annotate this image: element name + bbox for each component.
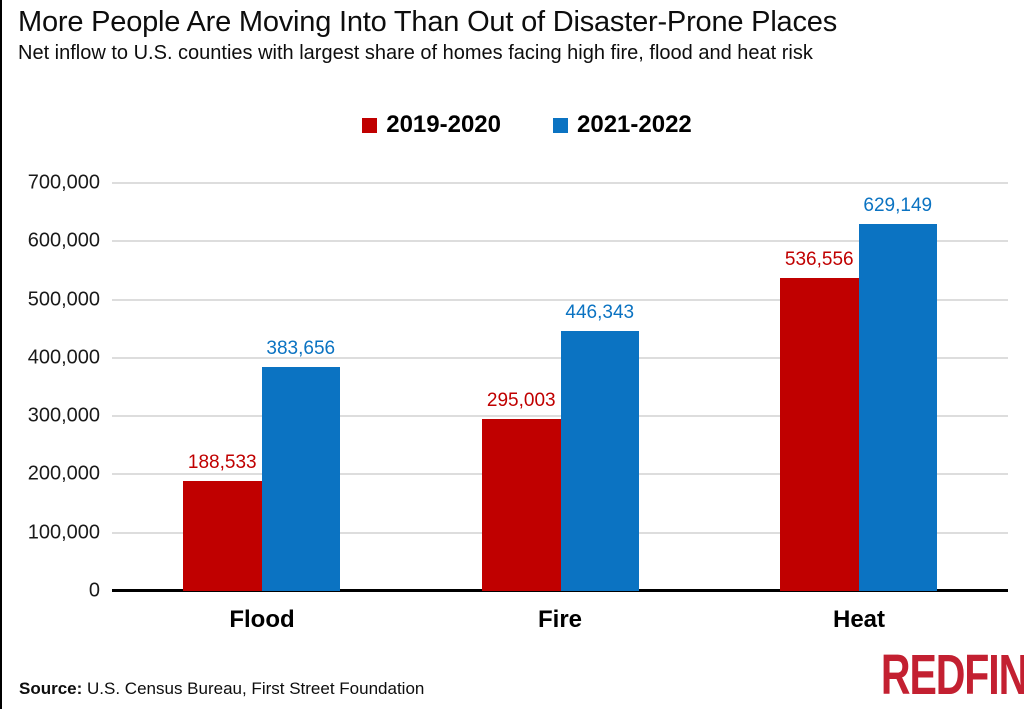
gridline bbox=[112, 356, 1008, 359]
bar-flood-2021-2022: 383,656 bbox=[261, 338, 340, 591]
bar-group-heat: 536,556 629,149 bbox=[780, 183, 937, 591]
legend-item-2019-2020: 2019-2020 bbox=[362, 111, 501, 139]
gridline bbox=[112, 240, 1008, 243]
y-tick-label: 100,000 bbox=[27, 521, 100, 544]
x-axis-label-fire: Fire bbox=[537, 606, 582, 633]
bar-value-label: 536,556 bbox=[784, 249, 854, 271]
legend-swatch-red-icon bbox=[362, 117, 378, 133]
y-tick-label: 0 bbox=[88, 579, 100, 602]
x-axis-label-heat: Heat bbox=[832, 606, 886, 633]
legend-swatch-blue-icon bbox=[553, 117, 568, 133]
legend-label: 2019-2020 bbox=[386, 111, 501, 138]
bar-fire-2019-2020: 295,003 bbox=[482, 390, 561, 591]
bar-heat-2021-2022: 629,149 bbox=[858, 195, 937, 591]
bar-value-label: 629,149 bbox=[863, 195, 933, 217]
source-text: U.S. Census Bureau, First Street Foundat… bbox=[82, 679, 425, 698]
bar-value-label: 188,533 bbox=[187, 452, 257, 474]
bar-value-label: 383,656 bbox=[266, 338, 336, 360]
bar-value-label: 446,343 bbox=[565, 301, 635, 323]
gridline bbox=[112, 298, 1008, 301]
page-title: More People Are Moving Into Than Out of … bbox=[18, 6, 838, 38]
redfin-logo: REDFIN bbox=[880, 643, 1024, 707]
y-tick-label: 300,000 bbox=[27, 404, 100, 427]
y-tick-label: 400,000 bbox=[27, 346, 100, 369]
y-axis-labels: 700,000 600,000 500,000 400,000 300,000 … bbox=[2, 172, 100, 602]
legend-label: 2021-2022 bbox=[577, 111, 692, 138]
legend-item-2021-2022: 2021-2022 bbox=[553, 111, 692, 139]
y-tick-label: 700,000 bbox=[27, 171, 100, 194]
bar-fire-2021-2022: 446,343 bbox=[560, 302, 639, 591]
page-subtitle: Net inflow to U.S. counties with largest… bbox=[18, 42, 813, 64]
bar-group-fire: 295,003 446,343 bbox=[482, 183, 639, 591]
y-tick-label: 500,000 bbox=[27, 288, 100, 311]
bar-heat-2019-2020: 536,556 bbox=[780, 249, 859, 591]
bar-group-flood: 188,533 383,656 bbox=[183, 183, 340, 591]
bar-flood-2019-2020: 188,533 bbox=[183, 452, 262, 591]
bar-value-label: 295,003 bbox=[486, 390, 556, 412]
source-label: Source: bbox=[19, 679, 83, 698]
y-tick-label: 600,000 bbox=[27, 229, 100, 252]
x-axis-label-flood: Flood bbox=[229, 606, 295, 633]
gridline bbox=[112, 415, 1008, 418]
gridline bbox=[112, 182, 1008, 184]
y-tick-label: 200,000 bbox=[27, 462, 100, 485]
bar-chart-plot-area: 188,533 383,656 295,003 446,343 536,556 … bbox=[112, 182, 1008, 592]
chart-legend: 2019-2020 2021-2022 bbox=[16, 111, 1024, 139]
source-attribution: Source: U.S. Census Bureau, First Street… bbox=[19, 679, 424, 699]
